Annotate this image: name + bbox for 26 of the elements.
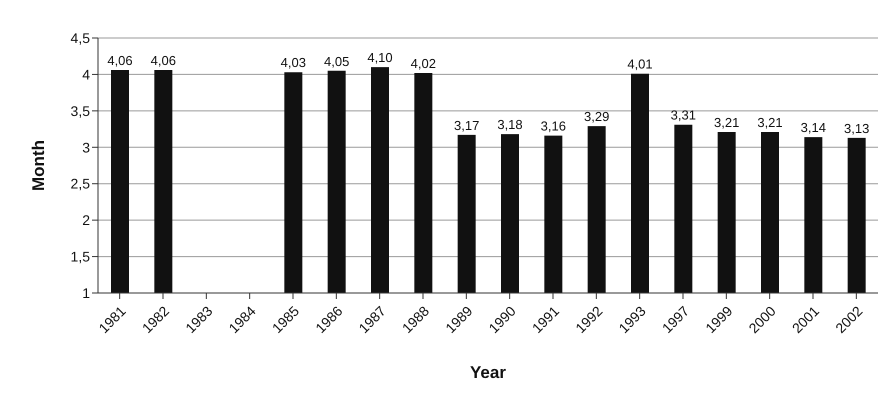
y-tick-label: 3 <box>82 139 90 156</box>
data-label: 4,10 <box>367 50 393 66</box>
x-axis-title: Year <box>470 363 506 382</box>
data-label: 3,29 <box>584 109 610 124</box>
data-label: 4,03 <box>280 55 306 70</box>
data-label: 3,13 <box>844 120 870 136</box>
data-label: 4,02 <box>410 56 436 71</box>
data-label: 3,16 <box>540 118 566 134</box>
y-tick-label: 3,5 <box>70 102 90 119</box>
data-label: 3,17 <box>454 118 480 133</box>
data-label: 3,31 <box>670 108 696 123</box>
data-label: 4,06 <box>150 53 176 68</box>
data-label: 4,01 <box>627 56 653 72</box>
data-label: 4,05 <box>324 54 350 69</box>
y-tick-label: 4 <box>82 66 90 82</box>
y-tick-label: 2,5 <box>70 176 90 192</box>
data-label: 3,21 <box>714 114 740 130</box>
y-tick-label: 2 <box>82 212 90 228</box>
y-tick-label: 4,5 <box>70 30 90 46</box>
data-label: 3,14 <box>800 120 826 136</box>
data-label: 4,06 <box>107 53 133 68</box>
data-label: 3,18 <box>497 117 523 132</box>
y-tick-label: 1 <box>82 284 90 301</box>
data-label: 3,21 <box>757 114 783 130</box>
y-axis-title: Month <box>29 140 48 191</box>
y-tick-label: 1,5 <box>70 248 90 265</box>
